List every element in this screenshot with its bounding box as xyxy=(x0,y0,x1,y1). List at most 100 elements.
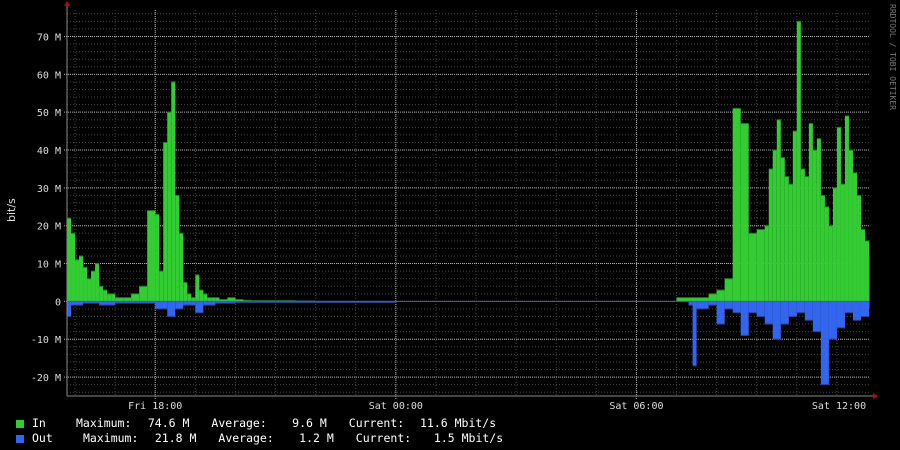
series-out-bar xyxy=(167,301,176,317)
y-tick-label: 30 M xyxy=(37,184,61,195)
legend-swatch-out xyxy=(16,434,24,443)
series-out-bar xyxy=(820,301,829,385)
series-in-bar xyxy=(171,81,176,302)
series-in-bar xyxy=(131,293,140,302)
series-in-bar xyxy=(155,214,160,302)
x-tick-label: Sat 00:00 xyxy=(369,401,423,412)
series-in-bar xyxy=(195,274,200,302)
series-out-bar xyxy=(235,301,396,303)
series-out-bar xyxy=(67,301,72,317)
series-in-bar xyxy=(75,259,80,302)
series-in-bar xyxy=(139,286,148,302)
series-out-bar xyxy=(175,301,184,309)
series-in-bar xyxy=(107,293,112,302)
series-in-bar xyxy=(768,168,773,302)
series-in-bar xyxy=(187,293,192,302)
y-tick-label: -10 M xyxy=(31,335,61,346)
series-in-bar xyxy=(852,172,857,302)
series-out-bar xyxy=(869,301,870,309)
series-in-bar xyxy=(716,290,725,302)
series-out-bar xyxy=(740,301,749,336)
series-in-bar xyxy=(816,138,821,302)
y-tick-label: 40 M xyxy=(37,146,61,157)
series-in-bar xyxy=(772,150,777,302)
series-in-bar xyxy=(740,123,749,302)
series-in-bar xyxy=(788,184,793,302)
series-in-bar xyxy=(95,263,100,302)
series-out-bar xyxy=(155,301,168,309)
legend-avg-label-in: Average: xyxy=(211,416,267,430)
legend-max-in: 74.6 M xyxy=(147,416,190,430)
series-in-bar xyxy=(676,297,697,302)
series-in-bar xyxy=(71,233,76,302)
series-in-bar xyxy=(796,21,801,302)
series-in-bar xyxy=(147,210,156,302)
series-out-bar xyxy=(83,301,100,304)
series-in-bar xyxy=(203,293,208,302)
series-in-bar xyxy=(123,297,132,302)
legend-name-in: In xyxy=(32,416,46,430)
series-out-bar xyxy=(732,301,741,313)
series-in-bar xyxy=(800,168,805,302)
series-in-bar xyxy=(227,297,236,302)
legend-swatch-in xyxy=(16,419,24,428)
series-out-bar xyxy=(71,301,84,306)
series-in-bar xyxy=(696,297,709,302)
series-in-bar xyxy=(99,286,104,302)
series-in-bar xyxy=(724,278,733,302)
series-in-bar xyxy=(756,229,765,302)
series-out-bar xyxy=(716,301,725,325)
series-out-bar xyxy=(796,301,805,313)
series-in-bar xyxy=(159,271,164,302)
series-out-bar xyxy=(844,301,853,313)
series-in-bar xyxy=(83,267,88,302)
legend-row-out: Out Maximum: 21.8 M Average: 1.2 M Current: 1.… xyxy=(16,431,503,446)
series-in-bar xyxy=(869,255,870,302)
series-out-bar xyxy=(780,301,789,325)
y-tick-label: 70 M xyxy=(37,32,61,43)
y-tick-label: 10 M xyxy=(37,260,61,271)
series-in-bar xyxy=(163,142,168,302)
series-in-bar xyxy=(824,206,829,302)
series-in-bar xyxy=(844,115,849,302)
series-in-bar xyxy=(67,218,72,302)
x-axis-arrow xyxy=(873,393,878,399)
legend-max-label-out: Maximum: xyxy=(83,431,139,445)
x-tick-label: Sat 06:00 xyxy=(609,401,663,412)
legend-max-label-in: Maximum: xyxy=(76,416,132,430)
series-in-bar xyxy=(207,297,212,302)
series-out-bar xyxy=(812,301,821,332)
y-tick-label: 60 M xyxy=(37,70,61,81)
legend-cur-label-out: Current: xyxy=(355,431,412,445)
series-in-bar xyxy=(167,112,172,302)
series-in-bar xyxy=(792,131,797,302)
series-out-bar xyxy=(764,301,773,325)
series-out-bar xyxy=(195,301,204,313)
series-in-bar xyxy=(776,119,781,302)
series-in-bar xyxy=(856,195,861,302)
series-in-bar xyxy=(79,255,84,302)
series-in-bar xyxy=(808,123,813,302)
series-in-bar xyxy=(708,293,717,302)
legend-cur-in: 11.6 Mbit/s xyxy=(420,416,497,430)
legend-cur-out: 1.5 Mbit/s xyxy=(433,431,504,445)
series-out-bar xyxy=(688,301,693,306)
legend-row-in: In Maximum: 74.6 M Average: 9.6 M Current: 11.… xyxy=(16,416,503,431)
series-in-bar xyxy=(235,299,244,302)
series-in-bar xyxy=(732,108,741,302)
legend-avg-in: 9.6 M xyxy=(292,416,327,430)
series-in-bar xyxy=(191,297,196,302)
series-out-bar xyxy=(788,301,797,317)
series-out-bar xyxy=(203,301,216,306)
series-in-bar xyxy=(840,184,845,302)
series-in-bar xyxy=(832,187,837,302)
y-tick-label: 0 xyxy=(55,297,61,308)
legend: In Maximum: 74.6 M Average: 9.6 M Current: 11.… xyxy=(16,416,503,446)
series-in-bar xyxy=(87,278,92,302)
series-in-bar xyxy=(211,297,216,302)
series-in-bar xyxy=(183,282,188,302)
series-out-bar xyxy=(724,301,733,309)
series-in-bar xyxy=(848,150,853,302)
series-out-bar xyxy=(99,301,116,306)
